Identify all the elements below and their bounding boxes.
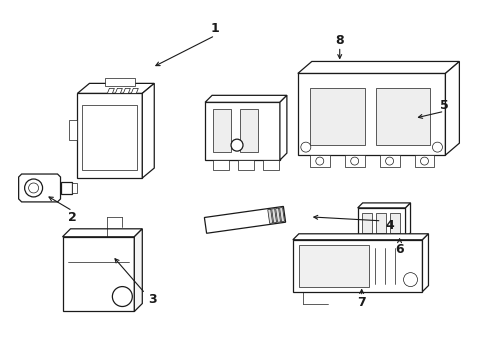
Polygon shape xyxy=(77,93,142,178)
Bar xyxy=(263,160,278,170)
Polygon shape xyxy=(134,229,142,311)
Bar xyxy=(105,78,135,86)
Circle shape xyxy=(230,139,243,151)
Polygon shape xyxy=(19,174,61,202)
Polygon shape xyxy=(69,120,77,140)
Bar xyxy=(298,245,368,287)
Circle shape xyxy=(350,157,358,165)
Text: 4: 4 xyxy=(385,219,393,232)
Polygon shape xyxy=(279,95,286,160)
Polygon shape xyxy=(357,203,410,208)
Circle shape xyxy=(420,157,427,165)
Bar xyxy=(361,213,371,233)
Polygon shape xyxy=(309,88,364,145)
Circle shape xyxy=(300,142,310,152)
Polygon shape xyxy=(292,240,422,292)
Bar xyxy=(213,160,228,170)
Polygon shape xyxy=(292,234,427,240)
Polygon shape xyxy=(267,209,272,224)
Polygon shape xyxy=(445,62,458,155)
Polygon shape xyxy=(357,208,405,238)
Polygon shape xyxy=(297,73,445,155)
Polygon shape xyxy=(115,88,122,93)
Circle shape xyxy=(24,179,42,197)
Polygon shape xyxy=(204,95,286,102)
Bar xyxy=(400,238,412,246)
Bar xyxy=(82,105,137,170)
Polygon shape xyxy=(213,109,230,152)
Bar xyxy=(72,183,77,193)
Polygon shape xyxy=(375,88,429,145)
Bar xyxy=(238,160,253,170)
Polygon shape xyxy=(275,208,280,222)
Bar xyxy=(344,155,364,167)
Circle shape xyxy=(403,273,417,287)
Polygon shape xyxy=(107,88,114,93)
Bar xyxy=(309,155,329,167)
Text: 7: 7 xyxy=(357,296,366,309)
Circle shape xyxy=(29,183,39,193)
Text: 6: 6 xyxy=(394,243,403,256)
Polygon shape xyxy=(77,84,154,93)
Polygon shape xyxy=(62,229,142,237)
Circle shape xyxy=(112,287,132,306)
Text: 5: 5 xyxy=(439,99,448,112)
Bar xyxy=(414,155,433,167)
Polygon shape xyxy=(123,88,130,93)
Polygon shape xyxy=(405,203,410,238)
Polygon shape xyxy=(62,237,134,311)
Circle shape xyxy=(315,157,323,165)
Polygon shape xyxy=(271,209,276,223)
Polygon shape xyxy=(279,207,284,222)
Polygon shape xyxy=(131,88,138,93)
Polygon shape xyxy=(204,102,279,160)
Circle shape xyxy=(385,157,393,165)
Text: 8: 8 xyxy=(335,34,344,47)
Text: 3: 3 xyxy=(148,293,156,306)
Bar xyxy=(379,155,399,167)
Bar xyxy=(61,182,72,194)
Bar xyxy=(389,213,399,233)
Polygon shape xyxy=(240,109,258,152)
Bar xyxy=(375,213,385,233)
Polygon shape xyxy=(422,234,427,292)
Polygon shape xyxy=(142,84,154,178)
Circle shape xyxy=(431,142,442,152)
Polygon shape xyxy=(297,62,458,73)
Text: 2: 2 xyxy=(68,211,77,224)
Text: 1: 1 xyxy=(210,22,219,35)
Polygon shape xyxy=(204,206,285,233)
